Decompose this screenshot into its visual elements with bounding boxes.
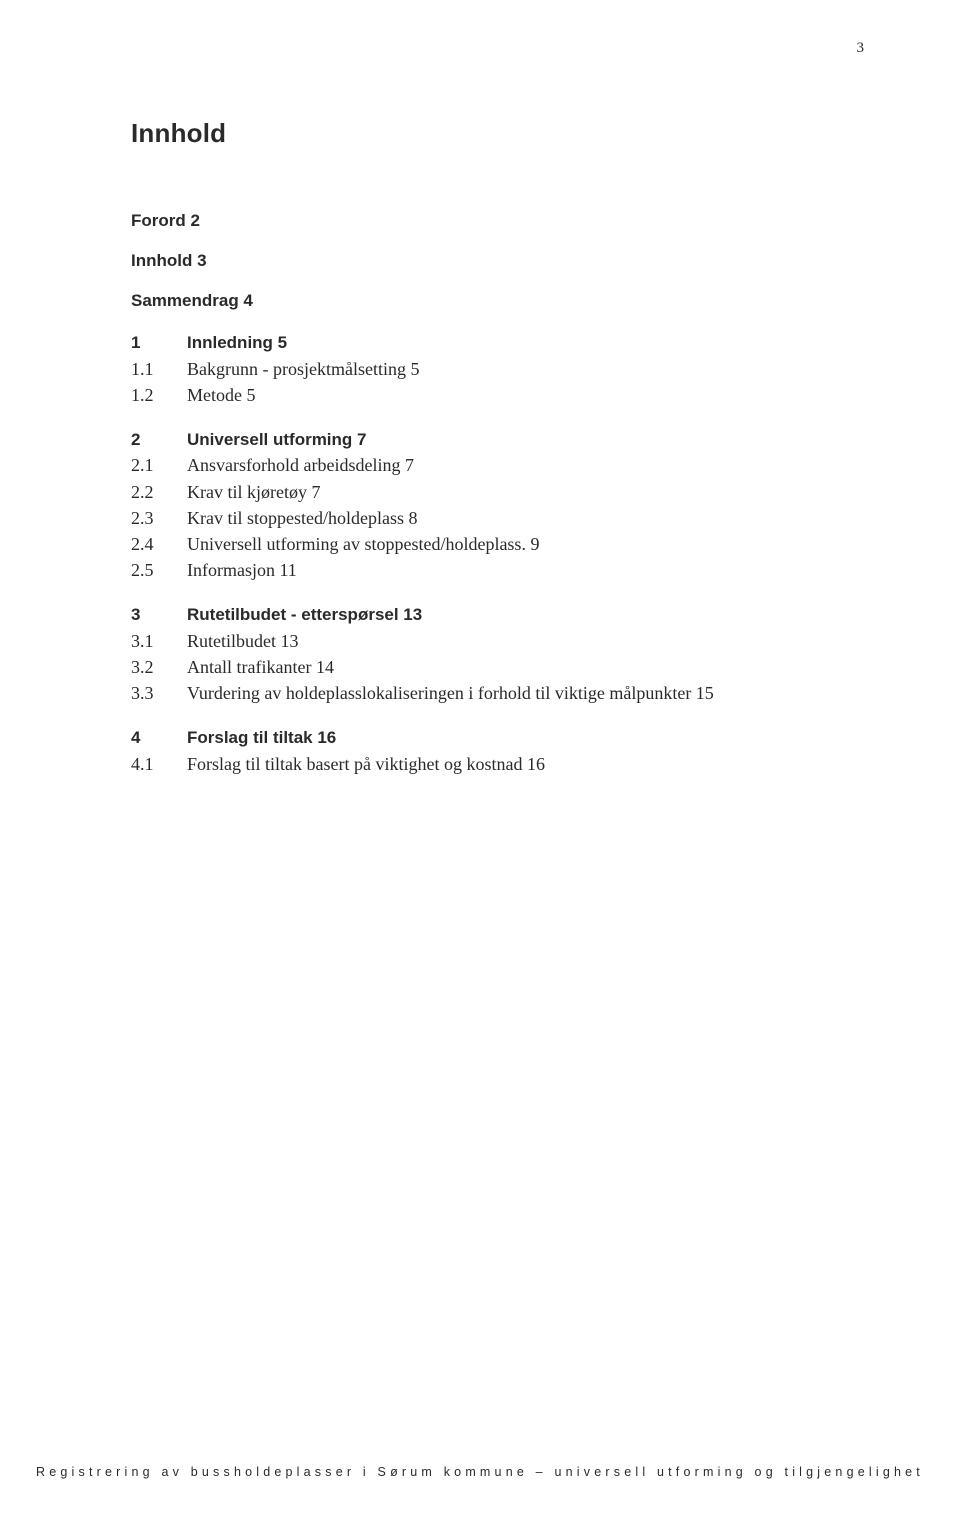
toc-item-row: 2.3 Krav til stoppested/holdeplass 8 [131, 505, 864, 531]
toc-item-num: 1.2 [131, 382, 187, 408]
toc-item-row: 3.3 Vurdering av holdeplasslokaliseringe… [131, 680, 864, 706]
toc-item-row: 2.4 Universell utforming av stoppested/h… [131, 531, 864, 557]
toc-head-num: 4 [131, 726, 187, 751]
toc-head-row: 1 Innledning 5 [131, 331, 864, 356]
document-page: 3 Innhold Forord 2 Innhold 3 Sammendrag … [0, 0, 960, 1533]
toc-head-num: 1 [131, 331, 187, 356]
toc-head-text: Forslag til tiltak 16 [187, 726, 336, 751]
toc-item-text: Krav til stoppested/holdeplass 8 [187, 505, 417, 531]
toc-item-num: 3.2 [131, 654, 187, 680]
toc-item-text: Antall trafikanter 14 [187, 654, 334, 680]
toc-item-num: 3.3 [131, 680, 187, 706]
toc-head-text: Universell utforming 7 [187, 428, 366, 453]
toc-item-row: 2.2 Krav til kjøretøy 7 [131, 479, 864, 505]
toc-item-text: Rutetilbudet 13 [187, 628, 299, 654]
toc-item-num: 2.2 [131, 479, 187, 505]
toc-standalone-forord: Forord 2 [131, 211, 864, 231]
page-number-top: 3 [857, 40, 865, 57]
toc-item-text: Vurdering av holdeplasslokaliseringen i … [187, 680, 714, 706]
toc-head-row: 3 Rutetilbudet - etterspørsel 13 [131, 603, 864, 628]
page-title: Innhold [131, 118, 864, 149]
toc-item-text: Bakgrunn - prosjektmålsetting 5 [187, 356, 419, 382]
page-footer: Registrering av bussholdeplasser i Sørum… [0, 1465, 960, 1479]
toc-item-num: 1.1 [131, 356, 187, 382]
toc-item-num: 2.4 [131, 531, 187, 557]
toc-item-row: 2.1 Ansvarsforhold arbeidsdeling 7 [131, 452, 864, 478]
toc-item-num: 2.1 [131, 452, 187, 478]
toc-standalone-innhold: Innhold 3 [131, 251, 864, 271]
toc-item-num: 3.1 [131, 628, 187, 654]
toc-block-3: 3 Rutetilbudet - etterspørsel 13 3.1 Rut… [131, 603, 864, 706]
toc-head-num: 3 [131, 603, 187, 628]
toc-item-row: 1.2 Metode 5 [131, 382, 864, 408]
toc-item-num: 2.5 [131, 557, 187, 583]
toc-block-4: 4 Forslag til tiltak 16 4.1 Forslag til … [131, 726, 864, 777]
toc-item-num: 4.1 [131, 751, 187, 777]
toc-item-text: Ansvarsforhold arbeidsdeling 7 [187, 452, 414, 478]
toc-item-num: 2.3 [131, 505, 187, 531]
toc-item-text: Universell utforming av stoppested/holde… [187, 531, 539, 557]
toc-standalone-sammendrag: Sammendrag 4 [131, 291, 864, 311]
toc-item-text: Forslag til tiltak basert på viktighet o… [187, 751, 545, 777]
toc-item-text: Krav til kjøretøy 7 [187, 479, 320, 505]
toc-item-row: 1.1 Bakgrunn - prosjektmålsetting 5 [131, 356, 864, 382]
toc-block-1: 1 Innledning 5 1.1 Bakgrunn - prosjektmå… [131, 331, 864, 408]
toc-item-row: 3.1 Rutetilbudet 13 [131, 628, 864, 654]
toc-head-num: 2 [131, 428, 187, 453]
toc-block-2: 2 Universell utforming 7 2.1 Ansvarsforh… [131, 428, 864, 583]
toc-item-row: 3.2 Antall trafikanter 14 [131, 654, 864, 680]
toc-head-row: 2 Universell utforming 7 [131, 428, 864, 453]
toc-item-row: 2.5 Informasjon 11 [131, 557, 864, 583]
toc-item-row: 4.1 Forslag til tiltak basert på viktigh… [131, 751, 864, 777]
toc-item-text: Informasjon 11 [187, 557, 297, 583]
toc-item-text: Metode 5 [187, 382, 255, 408]
toc-head-text: Innledning 5 [187, 331, 287, 356]
toc-head-text: Rutetilbudet - etterspørsel 13 [187, 603, 422, 628]
toc-head-row: 4 Forslag til tiltak 16 [131, 726, 864, 751]
